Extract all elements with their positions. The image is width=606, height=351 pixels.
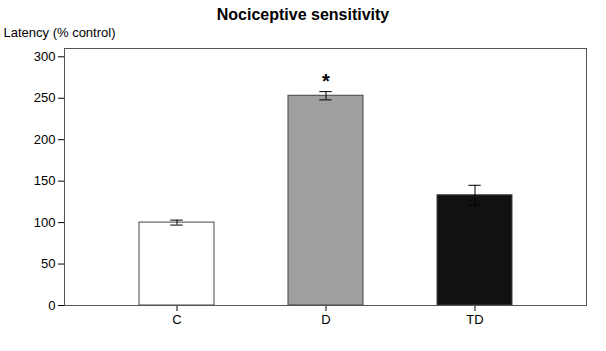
- svg-text:*: *: [322, 70, 330, 92]
- svg-text:100: 100: [34, 215, 56, 230]
- html-text:Nociceptive sensitivity: Nociceptive sensitivity: [216, 6, 390, 23]
- svg-text:0: 0: [48, 298, 55, 313]
- svg-text:D: D: [321, 312, 330, 327]
- svg-text:C: C: [172, 312, 181, 327]
- svg-text:150: 150: [34, 173, 56, 188]
- svg-text:TD: TD: [466, 312, 483, 327]
- svg-text:Latency (% control): Latency (% control): [4, 25, 116, 40]
- svg-text:200: 200: [34, 132, 56, 147]
- svg-text:50: 50: [41, 256, 55, 271]
- svg-text:250: 250: [34, 90, 56, 105]
- svg-text:300: 300: [34, 49, 56, 64]
